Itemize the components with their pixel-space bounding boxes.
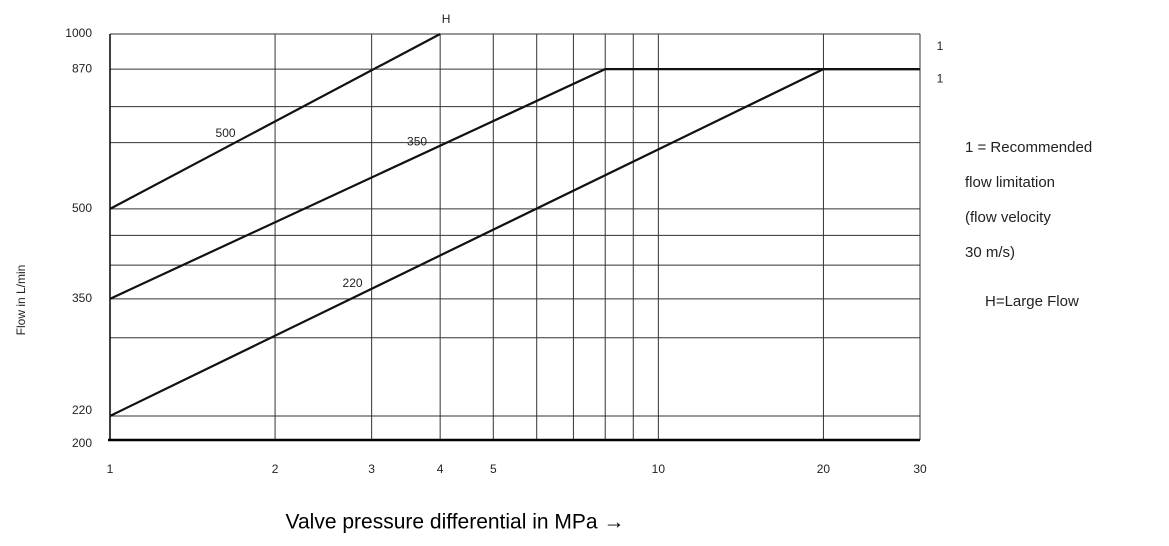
x-tick-label: 3 [368, 462, 375, 476]
y-axis-label: Flow in L/min [14, 265, 28, 336]
line [109, 33, 441, 210]
note: 30 m/s) [965, 244, 1015, 261]
x-tick-label: 30 [913, 462, 927, 476]
line [109, 68, 920, 417]
note: flow limitation [965, 174, 1055, 191]
x-tick-label: 5 [490, 462, 497, 476]
y-tick-label: 200 [72, 436, 92, 450]
y-tick-label: 1000 [65, 26, 92, 40]
x-axis-label: Valve pressure differential in MPa → [286, 511, 625, 534]
series-label: 220 [343, 276, 363, 290]
note: 1 = Recommended [965, 139, 1092, 156]
series-label: 500 [216, 126, 236, 140]
y-tick-label: 350 [72, 291, 92, 305]
x-tick-label: 4 [437, 462, 444, 476]
y-tick-label: 870 [72, 61, 92, 75]
series-label: 350 [407, 135, 427, 149]
x-tick-label: 1 [107, 462, 114, 476]
annotation: H [442, 12, 451, 26]
note: (flow velocity [965, 209, 1051, 226]
note: H=Large Flow [985, 293, 1079, 310]
x-tick-label: 10 [652, 462, 666, 476]
annotation: 1 [937, 71, 944, 85]
y-tick-label: 220 [72, 403, 92, 417]
y-tick-label: 500 [72, 201, 92, 215]
line [109, 68, 920, 300]
x-tick-label: 2 [272, 462, 279, 476]
annotation: 1 [937, 39, 944, 53]
x-tick-label: 20 [817, 462, 831, 476]
